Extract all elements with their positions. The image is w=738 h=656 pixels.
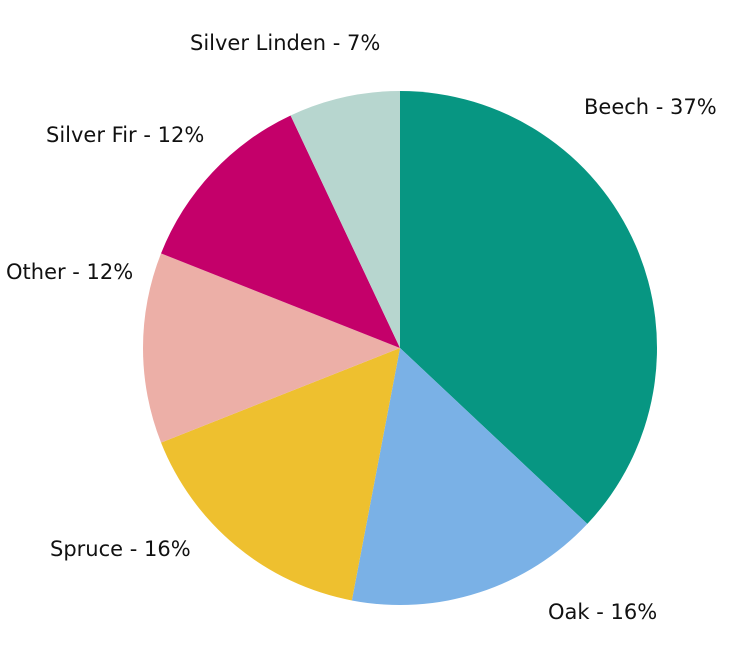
slice-label: Silver Fir - 12% [46, 123, 204, 147]
pie-slice [161, 348, 400, 601]
pie-slice [161, 115, 400, 349]
slice-label: Spruce - 16% [50, 537, 191, 561]
slice-label: Beech - 37% [584, 95, 717, 119]
pie-slice [400, 91, 657, 524]
pie-slice [290, 91, 400, 348]
pie-slice [142, 253, 400, 443]
slice-label: Oak - 16% [548, 600, 657, 624]
slice-label: Silver Linden - 7% [190, 31, 380, 55]
pie-slice [351, 348, 588, 605]
slice-label: Other - 12% [6, 260, 133, 284]
